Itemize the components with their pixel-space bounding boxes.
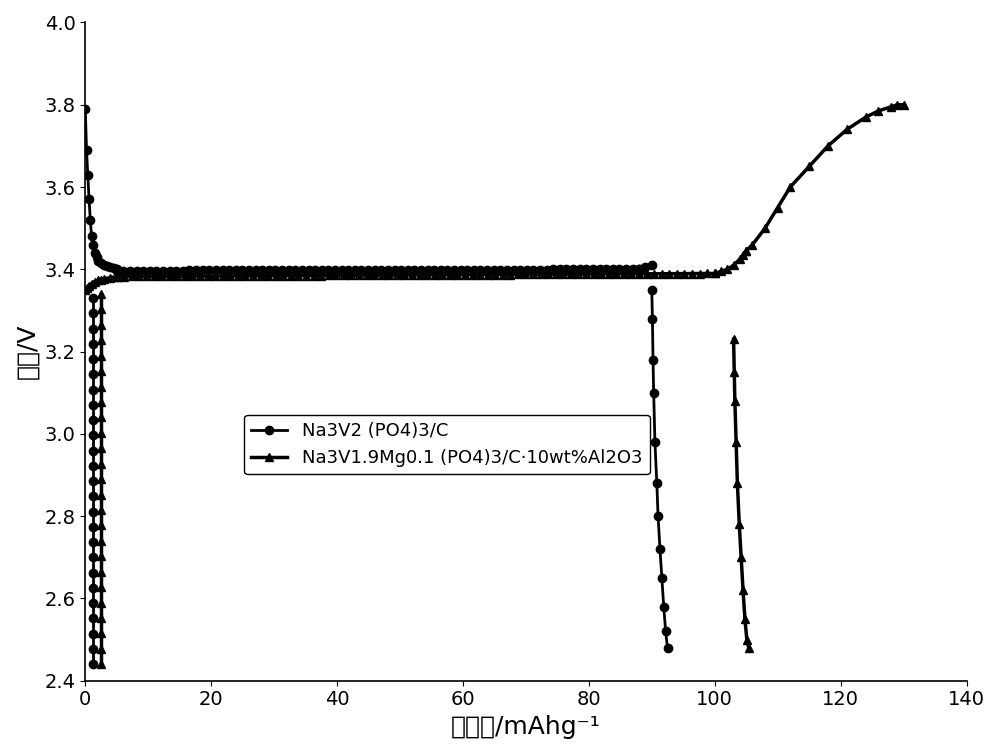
Na3V2 (PO4)3/C: [79, 104, 91, 113]
Y-axis label: 电压/V: 电压/V: [15, 324, 39, 379]
Na3V2 (PO4)3/C: [111, 266, 123, 275]
Na3V1.9Mg0.1 (PO4)3/C‧10wt%Al2O3: [898, 100, 910, 109]
Line: Na3V1.9Mg0.1 (PO4)3/C‧10wt%Al2O3: Na3V1.9Mg0.1 (PO4)3/C‧10wt%Al2O3: [81, 100, 908, 294]
Na3V2 (PO4)3/C: [521, 265, 533, 274]
Line: Na3V2 (PO4)3/C: Na3V2 (PO4)3/C: [81, 105, 656, 275]
Na3V1.9Mg0.1 (PO4)3/C‧10wt%Al2O3: [79, 285, 91, 294]
Na3V1.9Mg0.1 (PO4)3/C‧10wt%Al2O3: [618, 269, 630, 278]
Na3V2 (PO4)3/C: [210, 266, 222, 275]
Na3V1.9Mg0.1 (PO4)3/C‧10wt%Al2O3: [803, 162, 815, 171]
Na3V1.9Mg0.1 (PO4)3/C‧10wt%Al2O3: [436, 271, 448, 280]
Na3V2 (PO4)3/C: [183, 266, 195, 275]
Na3V2 (PO4)3/C: [164, 266, 176, 275]
Na3V2 (PO4)3/C: [336, 265, 348, 274]
Legend: Na3V2 (PO4)3/C, Na3V1.9Mg0.1 (PO4)3/C‧10wt%Al2O3: Na3V2 (PO4)3/C, Na3V1.9Mg0.1 (PO4)3/C‧10…: [244, 415, 650, 474]
Na3V2 (PO4)3/C: [355, 265, 367, 274]
Na3V1.9Mg0.1 (PO4)3/C‧10wt%Al2O3: [414, 271, 426, 280]
X-axis label: 比容量/mAhg⁻¹: 比容量/mAhg⁻¹: [451, 715, 601, 739]
Na3V1.9Mg0.1 (PO4)3/C‧10wt%Al2O3: [277, 271, 289, 280]
Na3V1.9Mg0.1 (PO4)3/C‧10wt%Al2O3: [872, 106, 884, 115]
Na3V1.9Mg0.1 (PO4)3/C‧10wt%Al2O3: [891, 100, 903, 109]
Na3V2 (PO4)3/C: [646, 261, 658, 270]
